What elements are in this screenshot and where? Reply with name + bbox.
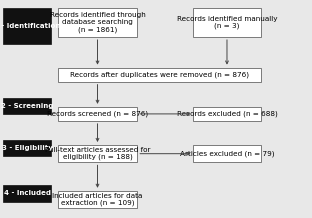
Text: Articles excluded (n = 79): Articles excluded (n = 79) — [180, 150, 274, 157]
FancyBboxPatch shape — [58, 107, 137, 121]
Text: Records identified through
database searching
(n = 1861): Records identified through database sear… — [50, 12, 145, 33]
FancyBboxPatch shape — [193, 107, 261, 121]
Text: Full-text articles assessed for
eligibility (n = 188): Full-text articles assessed for eligibil… — [45, 147, 150, 160]
Text: Records excluded (n = 688): Records excluded (n = 688) — [177, 111, 277, 117]
FancyBboxPatch shape — [58, 8, 137, 37]
Text: Records after duplicates were removed (n = 876): Records after duplicates were removed (n… — [70, 72, 249, 78]
FancyBboxPatch shape — [58, 145, 137, 162]
FancyBboxPatch shape — [58, 191, 137, 208]
Text: 1 - Identification: 1 - Identification — [0, 23, 61, 29]
Text: Records screened (n = 876): Records screened (n = 876) — [47, 111, 148, 117]
FancyBboxPatch shape — [3, 8, 51, 44]
FancyBboxPatch shape — [3, 98, 51, 114]
Text: 3 - Eligibility: 3 - Eligibility — [2, 145, 53, 151]
Text: Included articles for data
extraction (n = 109): Included articles for data extraction (n… — [52, 193, 143, 206]
FancyBboxPatch shape — [193, 8, 261, 37]
Text: Records identified manually
(n = 3): Records identified manually (n = 3) — [177, 16, 277, 29]
Text: 4 - Included: 4 - Included — [4, 191, 51, 196]
FancyBboxPatch shape — [193, 145, 261, 162]
Text: 2 - Screening: 2 - Screening — [1, 103, 53, 109]
FancyBboxPatch shape — [58, 68, 261, 82]
FancyBboxPatch shape — [3, 185, 51, 202]
FancyBboxPatch shape — [3, 140, 51, 156]
